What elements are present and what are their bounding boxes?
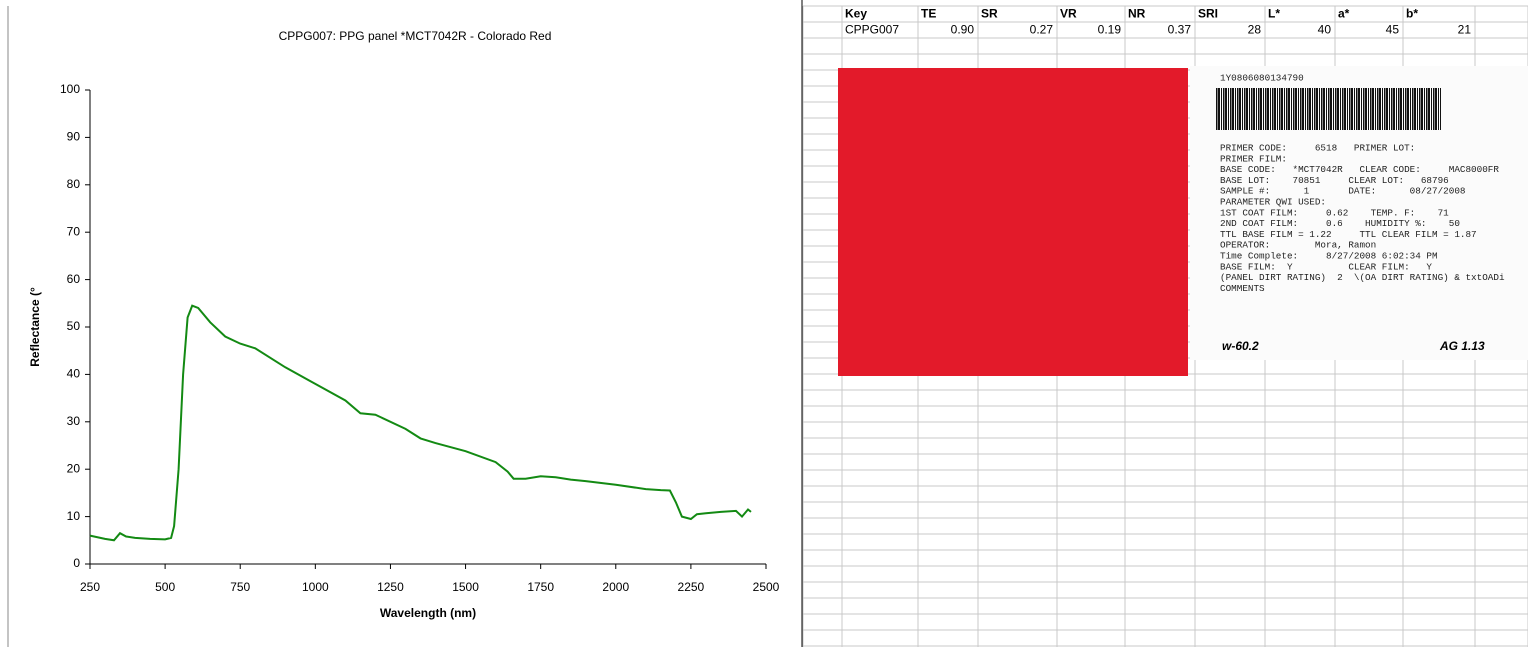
- x-tick-label: 1250: [377, 580, 404, 594]
- label-line: Time Complete: 8/27/2008 6:02:34 PM: [1220, 250, 1438, 261]
- label-line: COMMENTS: [1220, 283, 1265, 294]
- label-line: 2ND COAT FILM: 0.6 HUMIDITY %: 50: [1220, 218, 1460, 229]
- label-serial: 1Y0806080134790: [1220, 72, 1304, 83]
- label-line: PRIMER FILM:: [1220, 153, 1287, 164]
- y-tick-label: 50: [67, 319, 81, 333]
- x-tick-label: 1000: [302, 580, 329, 594]
- y-tick-label: 60: [67, 272, 81, 286]
- table-cell: 0.37: [1168, 23, 1192, 37]
- x-tick-label: 2000: [602, 580, 629, 594]
- y-tick-label: 30: [67, 414, 81, 428]
- column-header: b*: [1406, 7, 1418, 21]
- table-cell: 0.90: [951, 23, 975, 37]
- table: Key TE SR VR NR SRI L* a* b* CPPG007 0.90 0.27 0.19 0…: [845, 7, 1471, 37]
- handwriting: AG 1.13: [1439, 339, 1485, 353]
- y-tick-label: 0: [73, 556, 80, 570]
- table-cell: CPPG007: [845, 23, 899, 37]
- x-tick-label: 250: [80, 580, 100, 594]
- label-line: (PANEL DIRT RATING) 2 \(OA DIRT RATING) …: [1220, 272, 1505, 283]
- x-tick-label: 2500: [753, 580, 780, 594]
- table-cell: 21: [1458, 23, 1472, 37]
- column-header: NR: [1128, 7, 1146, 21]
- y-tick-label: 80: [67, 177, 81, 191]
- y-tick-label: 10: [67, 509, 81, 523]
- label-line: BASE FILM: Y CLEAR FILM: Y: [1220, 261, 1432, 272]
- y-tick-label: 70: [67, 224, 81, 238]
- label-line: 1ST COAT FILM: 0.62 TEMP. F: 71: [1220, 207, 1449, 218]
- data-line: [89, 304, 752, 542]
- label-line: PARAMETER QWI USED:: [1220, 196, 1326, 207]
- table-cell: 0.27: [1030, 23, 1054, 37]
- label-text: PRIMER CODE: 6518 PRIMER LOT:PRIMER FILM…: [1220, 142, 1505, 293]
- y-tick-label: 20: [67, 461, 81, 475]
- table-cell: 40: [1318, 23, 1332, 37]
- x-axis-label: Wavelength (nm): [380, 606, 476, 620]
- label-line: PRIMER CODE: 6518 PRIMER LOT:: [1220, 142, 1415, 153]
- column-header: a*: [1338, 7, 1350, 21]
- table-cell: 28: [1248, 23, 1262, 37]
- column-header: L*: [1268, 7, 1280, 21]
- x-tick-label: 1500: [452, 580, 479, 594]
- column-header: Key: [845, 7, 867, 21]
- y-tick-label: 90: [67, 130, 81, 144]
- x-tick-label: 750: [230, 580, 250, 594]
- label-line: BASE LOT: 70851 CLEAR LOT: 68796: [1220, 175, 1449, 186]
- label-line: TTL BASE FILM = 1.22 TTL CLEAR FILM = 1.…: [1220, 229, 1477, 240]
- panel-sample: [838, 68, 1188, 376]
- y-axis-label: Reflectance (°: [28, 287, 42, 367]
- label-line: BASE CODE: *MCT7042R CLEAR CODE: MAC8000…: [1220, 164, 1499, 175]
- column-header: TE: [921, 7, 936, 21]
- y-tick-label: 100: [60, 82, 80, 96]
- table-cell: 0.19: [1098, 23, 1122, 37]
- x-tick-label: 500: [155, 580, 175, 594]
- label-line: OPERATOR: Mora, Ramon: [1220, 240, 1376, 251]
- y-tick-label: 40: [67, 367, 81, 381]
- column-header: SR: [981, 7, 998, 21]
- x-tick-label: 2250: [678, 580, 705, 594]
- chart-title: CPPG007: PPG panel *MCT7042R - Colorado …: [279, 29, 552, 43]
- x-tick-label: 1750: [527, 580, 554, 594]
- column-header: VR: [1060, 7, 1077, 21]
- label-line: SAMPLE #: 1 DATE: 08/27/2008: [1220, 186, 1465, 197]
- barcode: [1216, 88, 1441, 130]
- table-cell: 45: [1386, 23, 1400, 37]
- handwriting: w-60.2: [1222, 339, 1259, 353]
- column-header: SRI: [1198, 7, 1218, 21]
- chart: 0 10 20 30 40 50 60 70 80 90 100 250 500 750 1000 1250 1…: [60, 82, 780, 594]
